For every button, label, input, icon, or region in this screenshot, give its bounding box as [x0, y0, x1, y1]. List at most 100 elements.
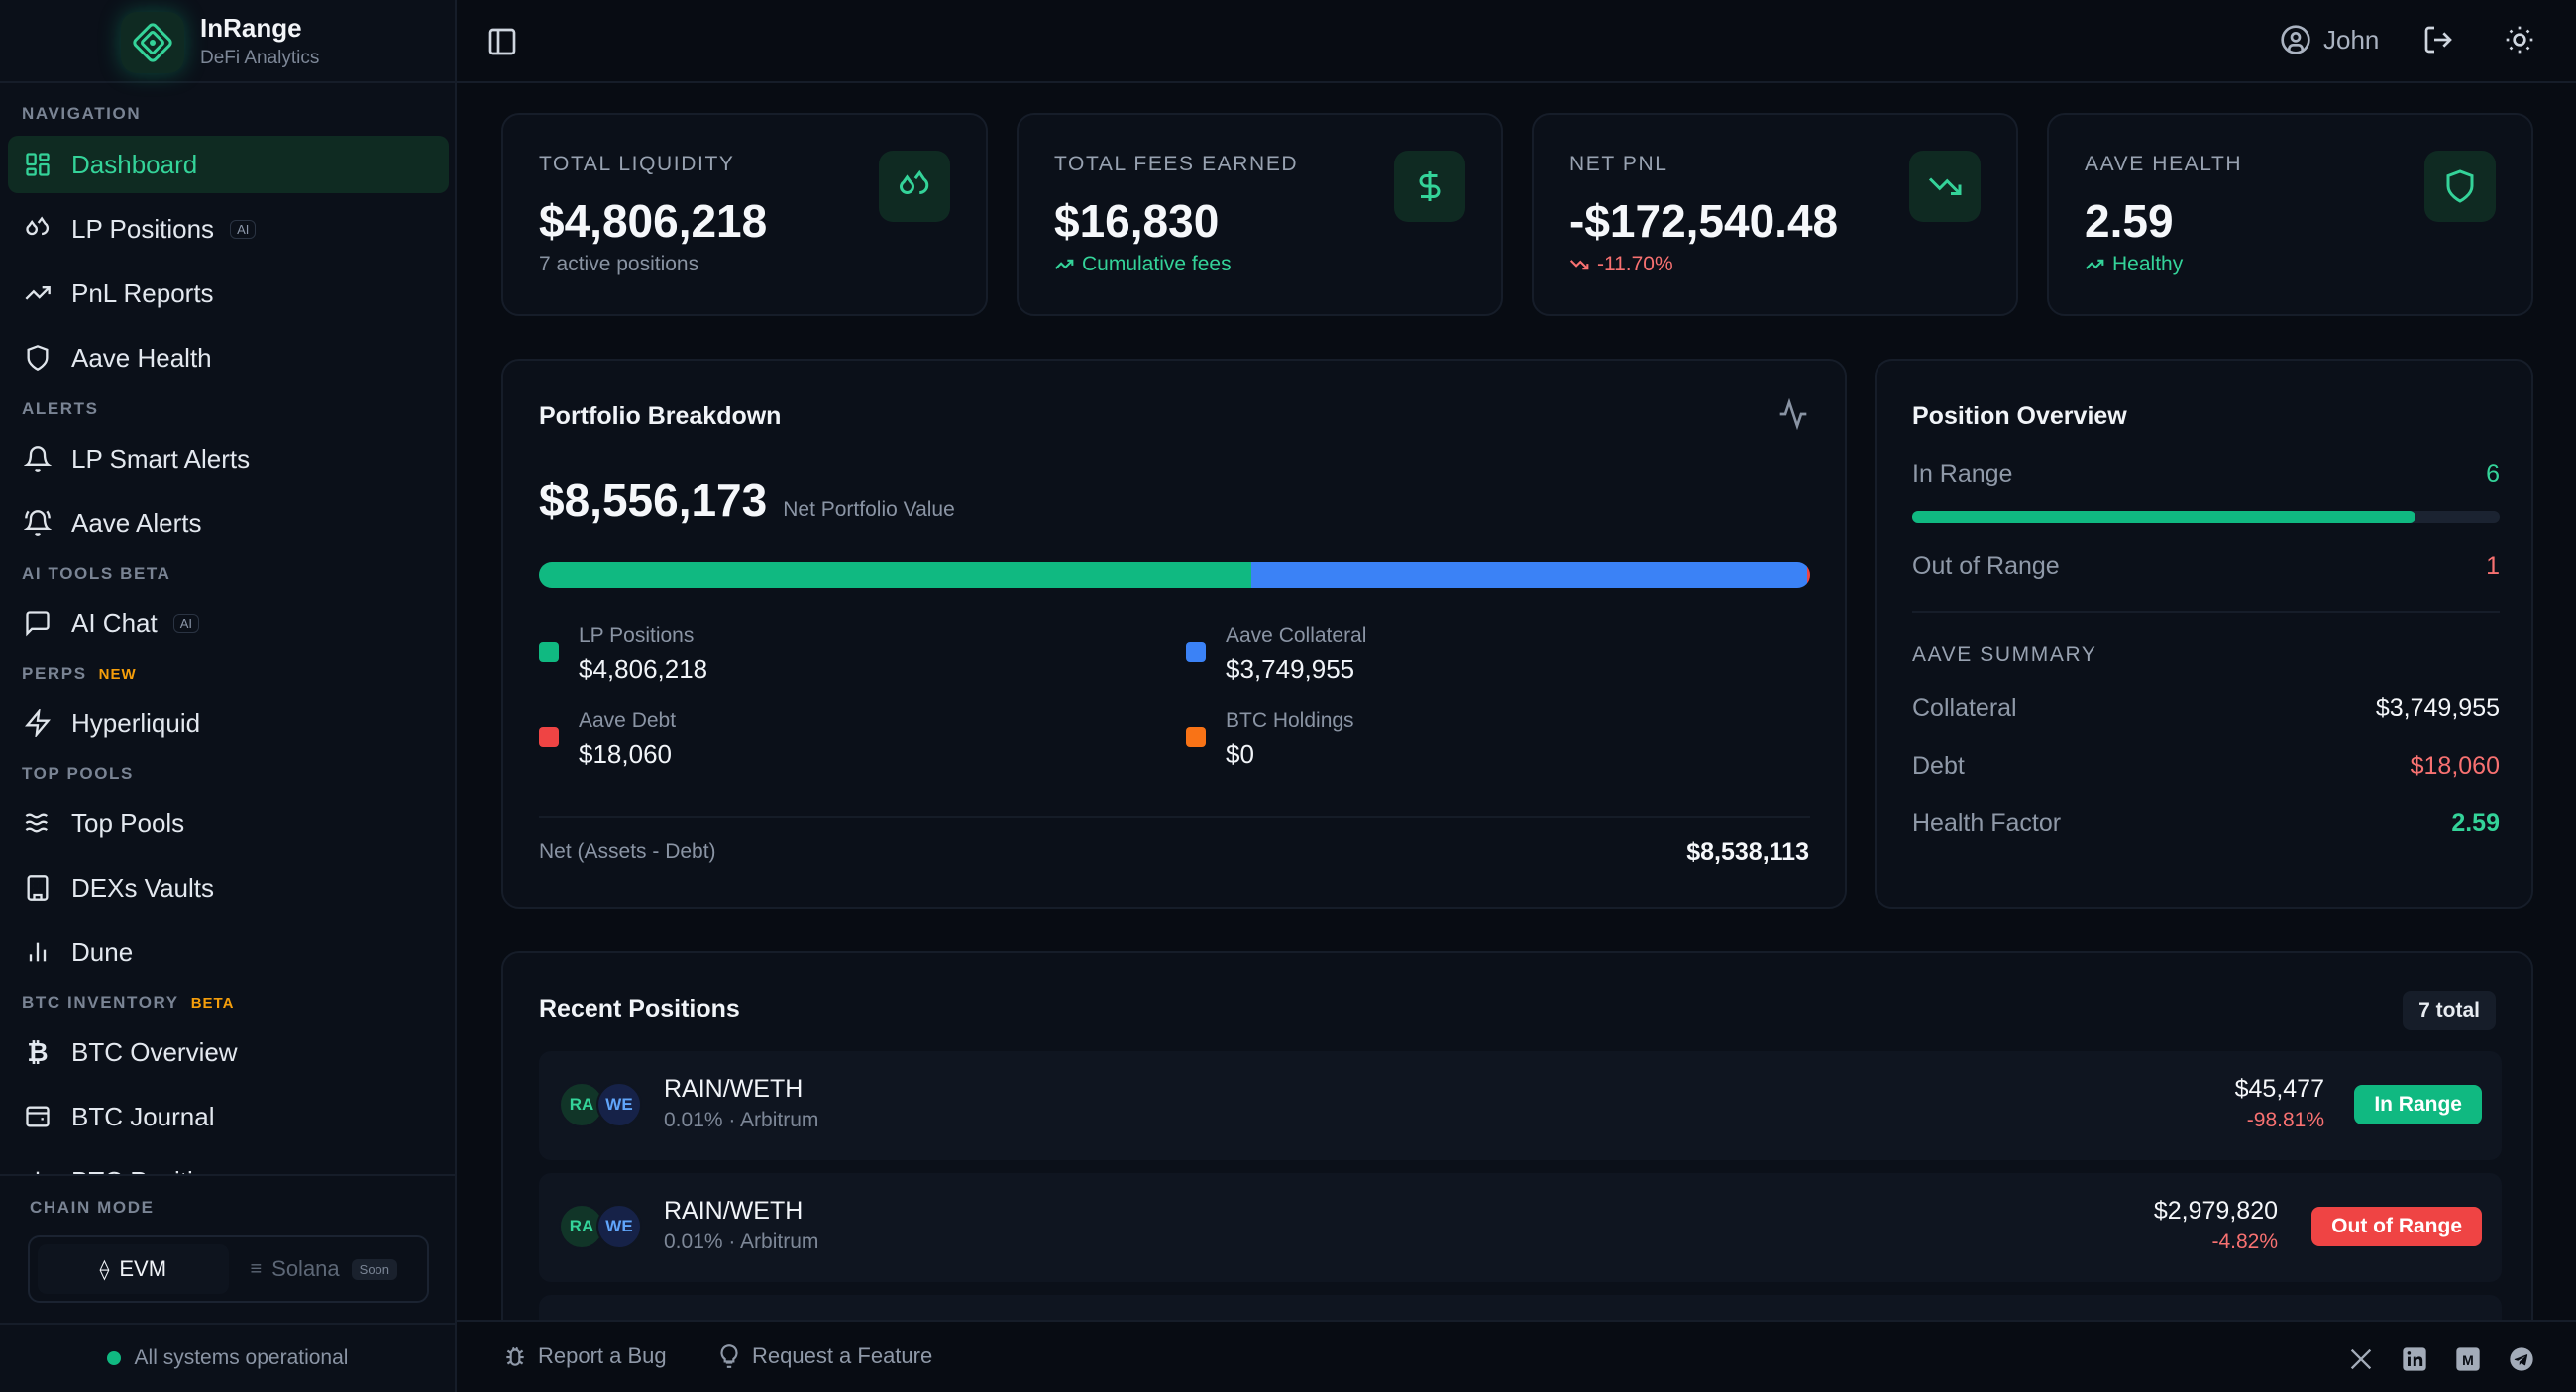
medium-icon[interactable]: M: [2452, 1343, 2484, 1375]
soon-badge: Soon: [351, 1258, 398, 1280]
chain-option-evm[interactable]: ⟠ EVM: [38, 1244, 229, 1294]
zap-icon: [22, 707, 54, 739]
linkedin-icon[interactable]: [2399, 1343, 2430, 1375]
logo-icon: [121, 12, 184, 73]
position-row[interactable]: RA WE RAIN/WETH 0.01% · Arbitrum $45,477…: [539, 1051, 2502, 1160]
out-range-count: 1: [2486, 552, 2500, 580]
section-btc-label: BTC INVENTORY: [22, 993, 179, 1012]
sidebar-item-hyperliquid[interactable]: Hyperliquid: [8, 695, 449, 752]
sidebar-item-lp-smart-alerts[interactable]: LP Smart Alerts: [8, 430, 449, 487]
user-menu[interactable]: John: [2280, 24, 2379, 55]
sidebar-scroll-clip: BTC Positi...: [0, 1149, 455, 1174]
legend-label: Aave Debt: [579, 709, 677, 732]
ai-badge: AI: [230, 219, 257, 239]
sidebar-item-ai-chat[interactable]: AI Chat AI: [8, 594, 449, 652]
in-range-count: 6: [2486, 460, 2500, 487]
sidebar-item-dune[interactable]: Dune: [8, 923, 449, 981]
stat-label: TOTAL LIQUIDITY: [539, 153, 735, 175]
status-badge: In Range: [2354, 1085, 2482, 1124]
sidebar-item-label: PnL Reports: [71, 277, 214, 308]
ai-badge: AI: [172, 613, 200, 633]
trending-down-icon: [1909, 151, 1981, 222]
stacked-bar-segment: [1251, 562, 1808, 588]
section-alerts: ALERTS: [22, 399, 99, 418]
net-portfolio-value: $8,556,173 Net Portfolio Value: [539, 474, 955, 527]
shield-icon: [22, 342, 54, 374]
section-ai-tools: AI TOOLS BETA: [22, 564, 171, 583]
lightbulb-icon: [720, 1344, 738, 1368]
report-bug-link[interactable]: Report a Bug: [502, 1343, 667, 1369]
dollar-icon: [1394, 151, 1465, 222]
trending-up-icon: [1054, 259, 1074, 269]
request-feature-link[interactable]: Request a Feature: [716, 1343, 932, 1369]
message-square-icon: [22, 607, 54, 639]
legend-value: $18,060: [579, 739, 672, 769]
bell-ring-icon: [22, 507, 54, 539]
sidebar-item-label: Top Pools: [71, 807, 185, 838]
brand-subtitle: DeFi Analytics: [200, 47, 320, 68]
position-row[interactable]: RA WE RAIN/WETH 0.01% · Arbitrum $2,979,…: [539, 1173, 2502, 1282]
aave-summary-label: AAVE SUMMARY: [1912, 643, 2097, 666]
debt-label: Debt: [1912, 752, 1965, 780]
portfolio-breakdown-card: Portfolio Breakdown $8,556,173 Net Portf…: [501, 359, 1847, 909]
section-top-pools: TOP POOLS: [22, 764, 134, 783]
sidebar-item-lp-positions[interactable]: LP Positions AI: [8, 200, 449, 258]
sidebar-item-top-pools[interactable]: Top Pools: [8, 795, 449, 852]
sun-icon[interactable]: [2504, 24, 2535, 60]
sidebar-item-btc-overview[interactable]: ₿ BTC Overview: [8, 1023, 449, 1081]
stat-sub: 7 active positions: [539, 253, 699, 275]
in-range-progress: [1912, 511, 2500, 523]
legend-btc-holdings: BTC Holdings $0: [1186, 709, 1354, 770]
position-pair: RAIN/WETH: [664, 1197, 804, 1225]
legend-lp-positions: LP Positions $4,806,218: [539, 624, 707, 685]
stat-label: TOTAL FEES EARNED: [1054, 153, 1299, 175]
activity-icon[interactable]: [1777, 397, 1809, 435]
legend-label: LP Positions: [579, 624, 695, 647]
trending-up-icon: [2085, 259, 2104, 269]
bitcoin-icon: ₿: [27, 1036, 49, 1067]
sidebar-item-btc-journal[interactable]: BTC Journal: [8, 1088, 449, 1145]
position-amount: $45,477: [2234, 1075, 2324, 1103]
brand-name: InRange: [200, 12, 302, 43]
section-perps-label: PERPS: [22, 664, 87, 683]
footer-link-label: Request a Feature: [752, 1343, 933, 1368]
out-range-row: Out of Range 1: [1912, 552, 2500, 581]
brand[interactable]: InRange DeFi Analytics: [0, 0, 455, 83]
sidebar-item-dashboard[interactable]: Dashboard: [8, 136, 449, 193]
in-range-progress-fill: [1912, 511, 2416, 523]
stat-card-net-pnl: NET PNL -$172,540.48 -11.70%: [1532, 113, 2018, 316]
logout-icon[interactable]: [2422, 24, 2454, 60]
trending-down-icon: [1569, 260, 1589, 270]
portfolio-stacked-bar: [539, 562, 1810, 588]
telegram-icon[interactable]: [2506, 1343, 2537, 1375]
legend-label: Aave Collateral: [1226, 624, 1367, 647]
out-range-label: Out of Range: [1912, 552, 2060, 580]
total-badge: 7 total: [2403, 991, 2496, 1030]
debt-value: $18,060: [2410, 752, 2500, 780]
sidebar-item-label: Dashboard: [71, 149, 198, 179]
sidebar-item-aave-health[interactable]: Aave Health: [8, 329, 449, 386]
stat-sub-text: Cumulative fees: [1082, 253, 1232, 275]
sidebar-item-dexs-vaults[interactable]: DEXs Vaults: [8, 859, 449, 916]
stacked-bar-segment: [1807, 562, 1810, 588]
collateral-value: $3,749,955: [2375, 695, 2500, 722]
dashboard-icon: [22, 149, 54, 180]
position-change: -4.82%: [2211, 1231, 2278, 1253]
stat-card-aave-health: AAVE HEALTH 2.59 Healthy: [2047, 113, 2533, 316]
sidebar-item-btc-positions[interactable]: BTC Positi...: [8, 1152, 449, 1174]
chain-mode-label: CHAIN MODE: [30, 1198, 155, 1217]
in-range-row: In Range 6: [1912, 460, 2500, 488]
sidebar-toggle-icon[interactable]: [486, 26, 520, 57]
sidebar-item-aave-alerts[interactable]: Aave Alerts: [8, 494, 449, 552]
stat-card-total-liquidity: TOTAL LIQUIDITY $4,806,218 7 active posi…: [501, 113, 988, 316]
section-perps: PERPS NEW: [22, 664, 137, 684]
health-factor-row: Health Factor 2.59: [1912, 809, 2500, 838]
legend-label: BTC Holdings: [1226, 709, 1354, 732]
x-twitter-icon[interactable]: [2345, 1343, 2377, 1375]
chain-option-solana[interactable]: ≡ Solana Soon: [229, 1244, 420, 1294]
sidebar-item-pnl-reports[interactable]: PnL Reports: [8, 265, 449, 322]
sidebar-item-label: LP Smart Alerts: [71, 443, 251, 474]
sidebar-item-label: BTC Journal: [71, 1101, 215, 1131]
waves-icon: [22, 807, 54, 839]
